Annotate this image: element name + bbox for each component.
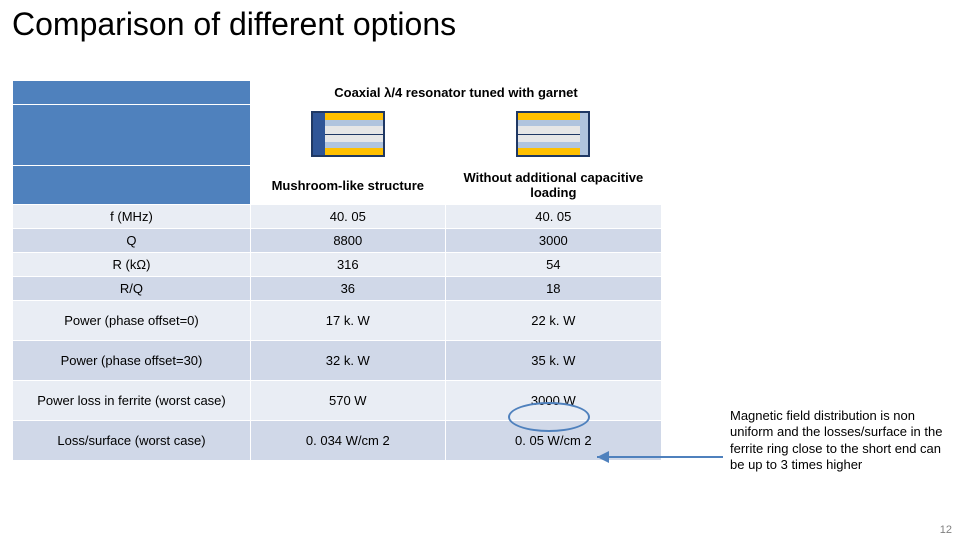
- resonator-plain-icon: [516, 111, 590, 157]
- cell: 22 k. W: [445, 301, 661, 341]
- cell: 18: [445, 277, 661, 301]
- row-label: R (kΩ): [13, 253, 251, 277]
- row-label: f (MHz): [13, 205, 251, 229]
- table-row: R (kΩ) 316 54: [13, 253, 662, 277]
- cell: 40. 05: [250, 205, 445, 229]
- table-title: Coaxial λ/4 resonator tuned with garnet: [250, 81, 661, 105]
- cell: 3000: [445, 229, 661, 253]
- row-label: Loss/surface (worst case): [13, 421, 251, 461]
- cell: 17 k. W: [250, 301, 445, 341]
- table-row: Power (phase offset=0) 17 k. W 22 k. W: [13, 301, 662, 341]
- table-row: Q 8800 3000: [13, 229, 662, 253]
- row-label: Power loss in ferrite (worst case): [13, 381, 251, 421]
- diagram-mushroom: [250, 105, 445, 166]
- cell: 316: [250, 253, 445, 277]
- cell: 570 W: [250, 381, 445, 421]
- highlight-oval: [508, 402, 590, 432]
- row-label: Q: [13, 229, 251, 253]
- table-row: R/Q 36 18: [13, 277, 662, 301]
- diagram-plain: [445, 105, 661, 166]
- table-row: Power (phase offset=30) 32 k. W 35 k. W: [13, 341, 662, 381]
- page-title: Comparison of different options: [12, 6, 456, 43]
- row-label: Power (phase offset=0): [13, 301, 251, 341]
- row-label: R/Q: [13, 277, 251, 301]
- cell: 0. 034 W/cm 2: [250, 421, 445, 461]
- cell: 36: [250, 277, 445, 301]
- header-spacer-3: [13, 166, 251, 205]
- subheader-2: Without additional capacitive loading: [445, 166, 661, 205]
- table-row: f (MHz) 40. 05 40. 05: [13, 205, 662, 229]
- cell: 8800: [250, 229, 445, 253]
- header-spacer-2: [13, 105, 251, 166]
- arrow-icon: [593, 442, 728, 472]
- header-spacer: [13, 81, 251, 105]
- annotation-text: Magnetic field distribution is non unifo…: [730, 408, 955, 473]
- cell: 35 k. W: [445, 341, 661, 381]
- resonator-mushroom-icon: [311, 111, 385, 157]
- cell: 40. 05: [445, 205, 661, 229]
- page-number: 12: [940, 524, 952, 536]
- row-label: Power (phase offset=30): [13, 341, 251, 381]
- cell: 54: [445, 253, 661, 277]
- cell: 32 k. W: [250, 341, 445, 381]
- subheader-1: Mushroom-like structure: [250, 166, 445, 205]
